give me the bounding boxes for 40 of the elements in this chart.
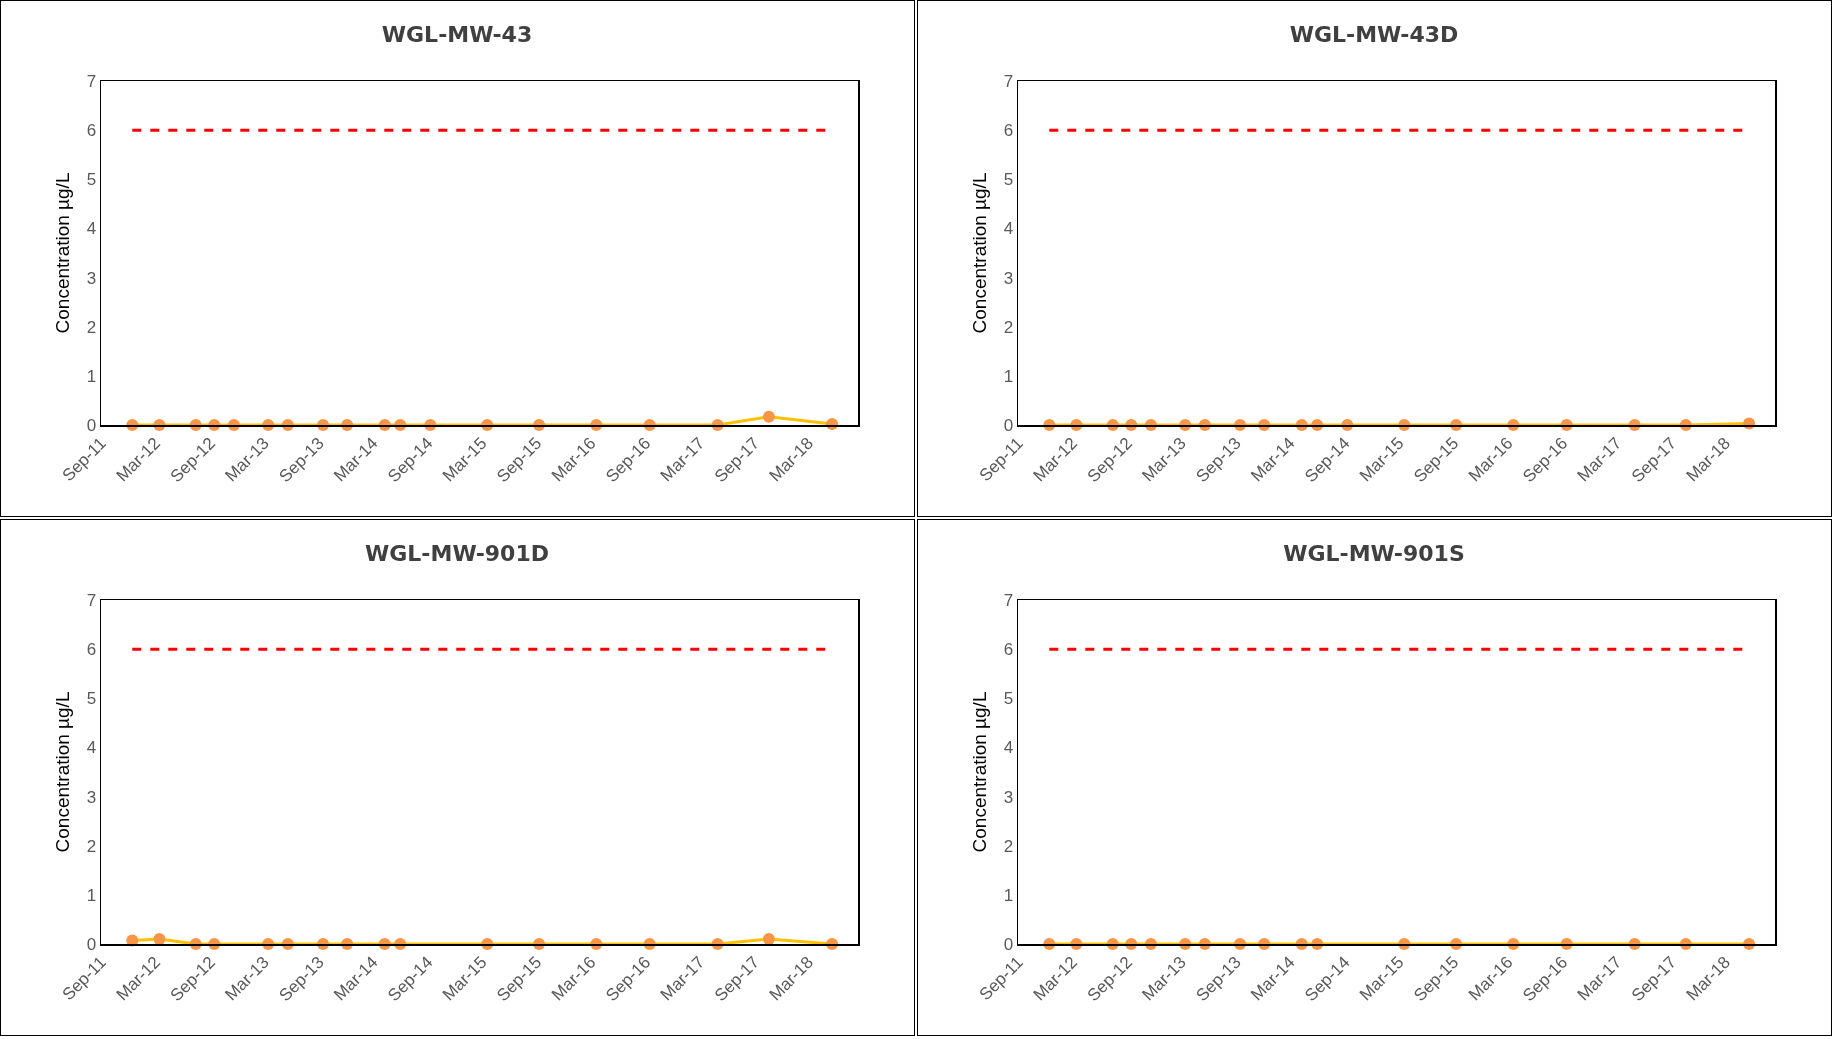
- y-tick-label: 1: [86, 885, 97, 905]
- chart-title: WGL-MW-901D: [365, 541, 549, 567]
- y-tick-label: 7: [86, 71, 97, 91]
- y-tick-label: 0: [86, 934, 97, 954]
- chart-title: WGL-MW-43D: [1289, 22, 1459, 48]
- y-tick-label: 6: [1003, 121, 1014, 141]
- y-tick-label: 0: [1003, 415, 1014, 435]
- y-tick-label: 6: [86, 640, 97, 660]
- y-tick-label: 2: [86, 317, 97, 337]
- y-tick-label: 3: [86, 787, 97, 807]
- y-tick-label: 3: [86, 268, 97, 288]
- y-tick-label: 4: [1003, 219, 1014, 239]
- y-tick-label: 0: [1003, 934, 1014, 954]
- y-tick-label: 5: [86, 689, 97, 709]
- chart-title: WGL-MW-901S: [1283, 541, 1465, 567]
- y-axis-title: Concentration µg/L: [51, 691, 73, 853]
- y-tick-label: 4: [86, 219, 97, 239]
- y-tick-label: 7: [1003, 590, 1014, 610]
- y-tick-label: 7: [86, 590, 97, 610]
- y-tick-label: 6: [1003, 640, 1014, 660]
- y-tick-label: 1: [86, 366, 97, 386]
- y-axis-title: Concentration µg/L: [968, 691, 990, 853]
- y-tick-label: 4: [86, 738, 97, 758]
- y-tick-label: 3: [1003, 268, 1014, 288]
- y-tick-label: 4: [1003, 738, 1014, 758]
- y-axis-title: Concentration µg/L: [968, 172, 990, 334]
- y-tick-label: 1: [1003, 885, 1014, 905]
- y-tick-label: 2: [1003, 836, 1014, 856]
- y-tick-label: 7: [1003, 71, 1014, 91]
- y-tick-label: 0: [86, 415, 97, 435]
- y-tick-label: 2: [86, 836, 97, 856]
- y-tick-label: 5: [1003, 170, 1014, 190]
- chart-title: WGL-MW-43: [381, 22, 533, 48]
- y-tick-label: 5: [86, 170, 97, 190]
- y-tick-label: 6: [86, 121, 97, 141]
- y-tick-label: 2: [1003, 317, 1014, 337]
- y-tick-label: 3: [1003, 787, 1014, 807]
- y-axis-title: Concentration µg/L: [51, 172, 73, 334]
- y-tick-label: 5: [1003, 689, 1014, 709]
- y-tick-label: 1: [1003, 366, 1014, 386]
